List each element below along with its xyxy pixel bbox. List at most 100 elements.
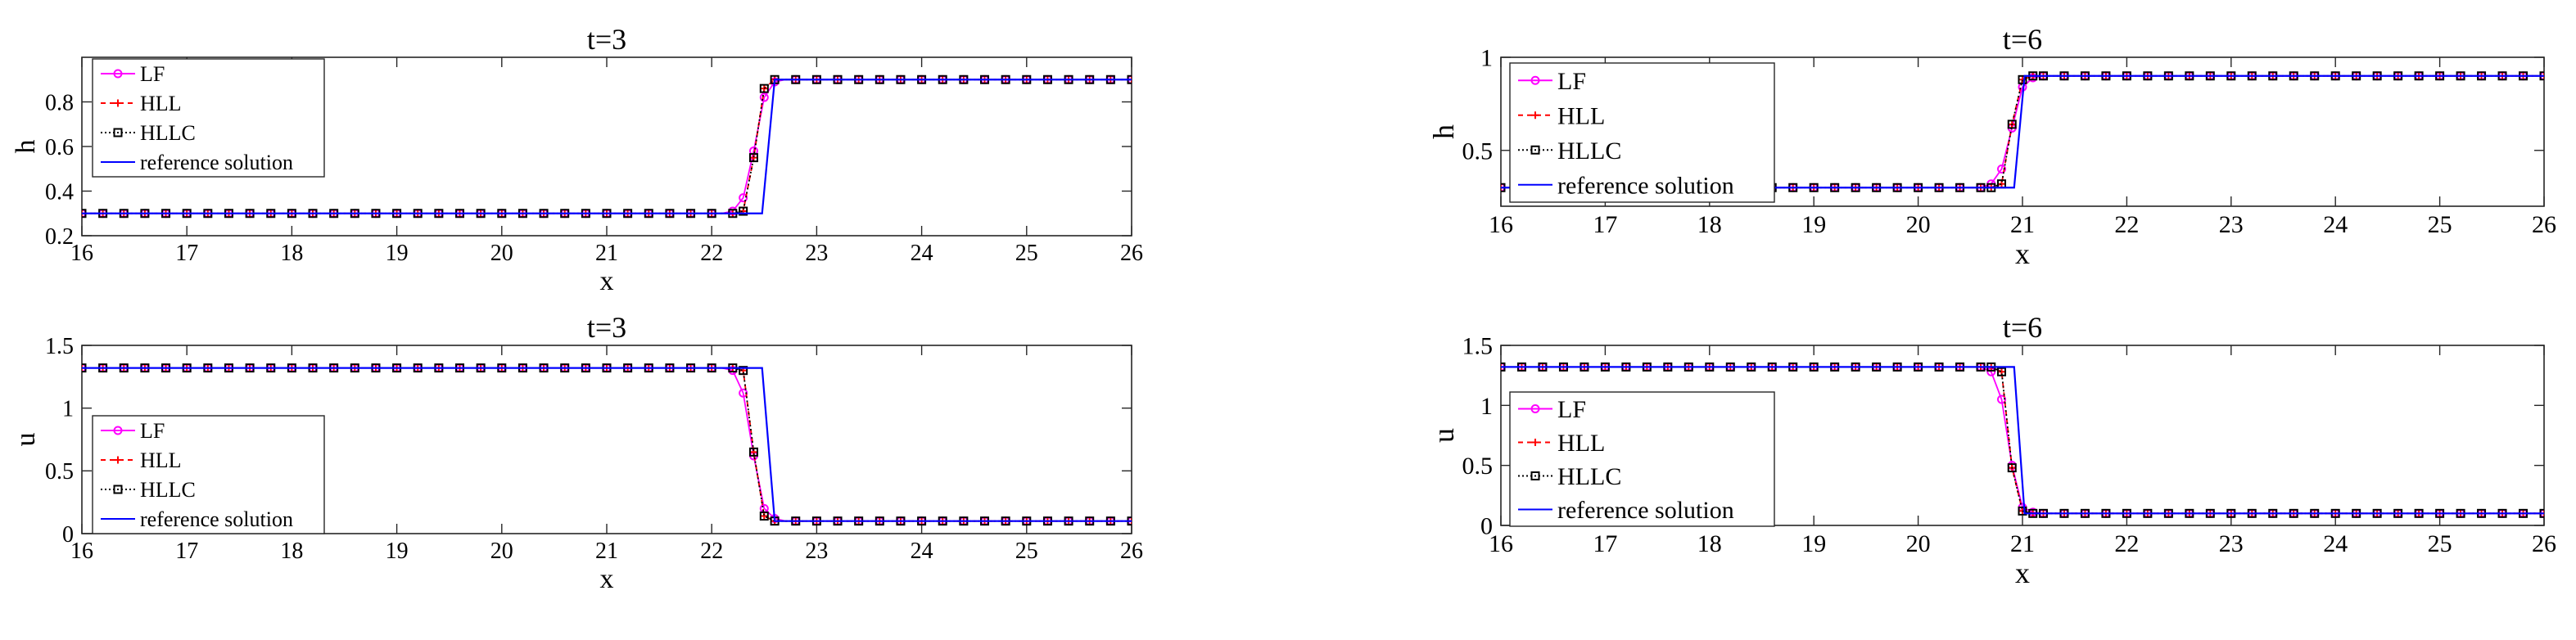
y-axis-label: u <box>1427 428 1460 443</box>
data-point <box>1997 367 2007 376</box>
x-tick-label: 26 <box>1120 241 1143 266</box>
chart-title: t=3 <box>587 23 626 56</box>
series-reference-solution <box>82 367 1132 522</box>
x-tick-label: 18 <box>280 241 303 266</box>
chart-panel-2: 16 17 18 19 20 21 22 23 24 25 26 0 0.5 1 1.5 t=3 x u LF HLL… <box>11 311 1143 594</box>
x-axis-label: x <box>2015 237 2030 270</box>
data-point <box>739 388 748 398</box>
plot-area <box>1501 362 2544 518</box>
legend-marker <box>114 99 122 107</box>
chart-panel-4: 16 17 18 19 20 21 22 23 24 25 26 0 0.5 1 1.5 t=6 x u LF HLL… <box>1427 311 2556 589</box>
reference-line <box>1501 366 2544 515</box>
x-tick-label: 19 <box>386 539 409 564</box>
data-point <box>748 153 758 163</box>
y-tick-label: 1 <box>1480 45 1493 72</box>
y-axis-label: h <box>11 140 41 154</box>
x-tick-label: 23 <box>805 241 828 266</box>
legend-label: LF <box>1557 396 1586 423</box>
chart-panel-1: 16 17 18 19 20 21 22 23 24 25 26 0.2 0.4 0.6 0.8 t=3 x h L… <box>11 23 1143 296</box>
x-tick-label: 22 <box>700 539 723 564</box>
x-tick-label: 22 <box>2114 211 2139 238</box>
y-tick-label: 0.6 <box>45 135 74 160</box>
legend: LF HLL HLLC reference solution <box>92 415 325 534</box>
x-tick-label: 19 <box>1801 211 1826 238</box>
x-tick-label: 20 <box>490 539 513 564</box>
legend-marker <box>113 426 123 435</box>
y-tick-label: 1 <box>62 396 74 421</box>
chart-title: t=6 <box>2003 23 2042 56</box>
x-tick-label: 17 <box>175 539 198 564</box>
series-reference-solution <box>1501 366 2544 515</box>
legend-marker <box>1530 404 1540 413</box>
x-tick-label: 22 <box>700 241 723 266</box>
data-point <box>2007 463 2017 473</box>
data-point <box>748 447 758 457</box>
x-tick-label: 16 <box>70 539 93 564</box>
series-reference-solution <box>82 79 1132 214</box>
y-tick-label: 0.5 <box>45 459 74 485</box>
legend: LF HLL HLLC reference solution <box>92 58 325 178</box>
y-tick-label: 1.5 <box>45 334 74 359</box>
x-tick-label: 26 <box>2532 530 2556 557</box>
x-tick-label: 25 <box>1015 539 1038 564</box>
chart-panel-3: 16 17 18 19 20 21 22 23 24 25 26 0.5 1 t=6 x h LF HLL HLLC… <box>1427 23 2556 270</box>
x-tick-label: 21 <box>595 539 618 564</box>
legend-marker <box>113 69 123 79</box>
legend-marker <box>1530 145 1540 155</box>
x-tick-label: 20 <box>1906 211 1931 238</box>
x-tick-label: 17 <box>1593 211 1617 238</box>
y-axis-label: u <box>11 433 41 447</box>
data-point <box>739 366 748 376</box>
data-point <box>2007 119 2017 129</box>
x-tick-label: 23 <box>2219 211 2244 238</box>
data-point <box>739 193 748 203</box>
legend-box <box>92 58 325 178</box>
x-tick-label: 25 <box>1015 241 1038 266</box>
x-tick-label: 23 <box>2219 530 2244 557</box>
x-tick-label: 21 <box>595 241 618 266</box>
x-tick-label: 16 <box>1489 211 1513 238</box>
x-axis-label: x <box>600 266 614 296</box>
x-tick-label: 24 <box>2323 530 2348 557</box>
y-tick-label: 0.4 <box>45 179 74 205</box>
legend-label: reference solution <box>1557 497 1734 524</box>
x-tick-label: 16 <box>70 241 93 266</box>
legend-marker <box>113 485 123 494</box>
x-tick-label: 26 <box>2532 211 2556 238</box>
data-point <box>2018 75 2027 84</box>
legend-label: HLLC <box>140 121 196 145</box>
legend-label: LF <box>1557 68 1586 95</box>
legend-marker <box>1530 75 1540 85</box>
legend: LF HLL HLLC reference solution <box>1509 62 1775 203</box>
x-tick-label: 25 <box>2428 211 2452 238</box>
x-tick-label: 18 <box>1697 530 1722 557</box>
legend-label: reference solution <box>1557 172 1734 199</box>
legend-label: reference solution <box>140 151 293 174</box>
legend-label: HLL <box>140 448 182 472</box>
y-tick-label: 0 <box>1480 513 1493 540</box>
legend-box <box>1509 62 1775 203</box>
legend-label: HLLC <box>1557 137 1621 165</box>
x-tick-label: 26 <box>1120 539 1143 564</box>
x-tick-label: 18 <box>1697 211 1722 238</box>
y-tick-label: 0.5 <box>1462 453 1494 480</box>
data-point <box>1997 165 2007 174</box>
legend-marker <box>1530 471 1540 480</box>
legend-label: HLL <box>140 92 182 115</box>
legend-label: LF <box>140 419 165 443</box>
x-tick-label: 24 <box>911 241 933 266</box>
x-tick-label: 24 <box>911 539 933 564</box>
x-tick-label: 21 <box>2010 530 2035 557</box>
legend: LF HLL HLLC reference solution <box>1509 391 1775 527</box>
legend-label: HLL <box>1557 102 1605 129</box>
data-point <box>759 512 769 521</box>
data-point <box>2018 506 2027 516</box>
legend-marker <box>1531 111 1539 119</box>
x-tick-label: 19 <box>386 241 409 266</box>
legend-label: HLL <box>1557 430 1605 457</box>
x-tick-label: 17 <box>175 241 198 266</box>
legend-label: reference solution <box>140 507 293 531</box>
plot-area <box>82 363 1132 526</box>
x-tick-label: 17 <box>1593 530 1617 557</box>
